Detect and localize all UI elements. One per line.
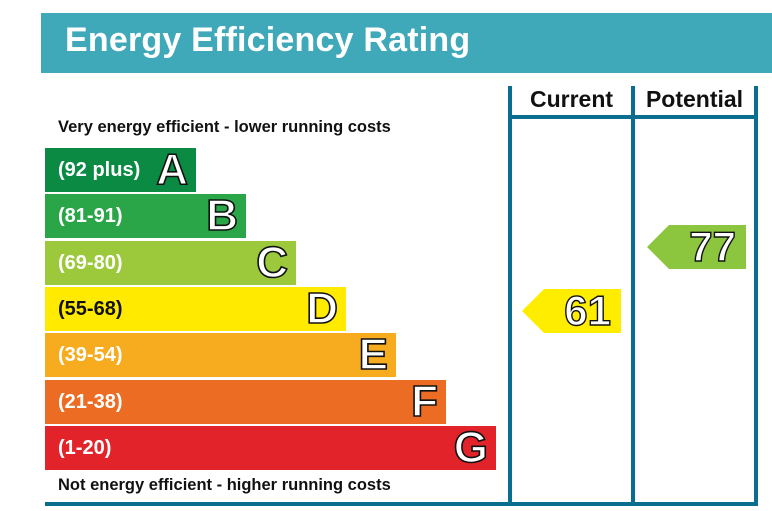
current-rating-value: 61 [564,286,612,334]
header-divider [508,115,758,119]
band-letter: B [205,191,238,241]
band-letter: E [358,330,389,380]
band-d: (55-68) D [45,284,346,334]
band-range-label: (1-20) [58,437,112,459]
band-range-label: (39-54) [58,344,123,366]
current-rating-arrow: 61 [522,286,621,335]
band-range-label: (92 plus) [58,159,141,181]
band-range-label: (81-91) [58,205,123,227]
band-range-label: (55-68) [58,298,123,320]
band-letter: F [410,377,438,427]
band-range-label: (69-80) [58,252,123,274]
frame-line-middle [631,86,635,506]
band-letter: C [255,238,288,288]
bottom-note: Not energy efficient - higher running co… [58,476,391,494]
band-c: (69-80) C [45,238,296,288]
potential-arrow-shape [647,225,746,269]
band-e: (39-54) E [45,330,396,380]
chart-title: Energy Efficiency Rating [65,21,471,59]
frame-line-left [508,86,512,506]
potential-rating-value: 77 [689,222,737,270]
current-column-header: Current [529,86,614,112]
band-b: (81-91) B [45,191,246,241]
band-range-label: (21-38) [58,391,123,413]
current-arrow-shape [522,289,621,333]
band-a: (92 plus) A [45,145,196,195]
frame-line-right [754,86,758,506]
band-letter: A [155,145,188,195]
potential-column-header: Potential [645,86,744,112]
potential-rating-arrow: 77 [647,222,746,271]
band-letter: D [305,284,338,334]
title-bar: Energy Efficiency Rating [41,13,772,73]
top-note: Very energy efficient - lower running co… [58,118,391,136]
band-f: (21-38) F [45,377,446,427]
bottom-border [45,502,758,506]
band-letter: G [453,423,489,473]
band-g: (1-20) G [45,423,496,473]
